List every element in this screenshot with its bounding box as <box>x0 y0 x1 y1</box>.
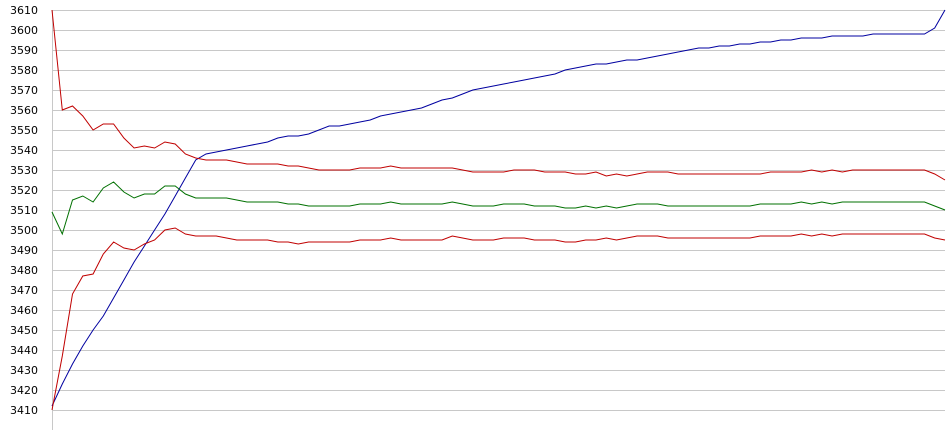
y-tick-label: 3490 <box>10 244 38 257</box>
y-tick-label: 3420 <box>10 384 38 397</box>
y-tick-label: 3580 <box>10 64 38 77</box>
y-tick-label: 3600 <box>10 24 38 37</box>
y-axis-ticks: 3410 3420 3430 3440 3450 3460 3470 3480 3490 3500… <box>10 4 38 417</box>
y-tick-label: 3570 <box>10 84 38 97</box>
y-tick-label: 3430 <box>10 364 38 377</box>
y-tick-label: 3500 <box>10 224 38 237</box>
y-tick-label: 3540 <box>10 144 38 157</box>
gridlines <box>52 10 945 411</box>
y-tick-label: 3560 <box>10 104 38 117</box>
series-lines <box>51 9 946 411</box>
y-tick-label: 3590 <box>10 44 38 57</box>
series-line-4 <box>51 227 946 411</box>
y-tick-label: 3440 <box>10 344 38 357</box>
y-tick-label: 3550 <box>10 124 38 137</box>
y-tick-label: 3410 <box>10 404 38 417</box>
y-tick-label: 3470 <box>10 284 38 297</box>
y-tick-label: 3450 <box>10 324 38 337</box>
y-tick-label: 3530 <box>10 164 38 177</box>
y-tick-label: 3480 <box>10 264 38 277</box>
series-line-1 <box>51 9 946 407</box>
y-tick-label: 3460 <box>10 304 38 317</box>
series-line-3 <box>51 181 946 236</box>
y-tick-label: 3610 <box>10 4 38 17</box>
series-line-2 <box>51 9 946 181</box>
y-tick-label: 3510 <box>10 204 38 217</box>
y-tick-label: 3520 <box>10 184 38 197</box>
